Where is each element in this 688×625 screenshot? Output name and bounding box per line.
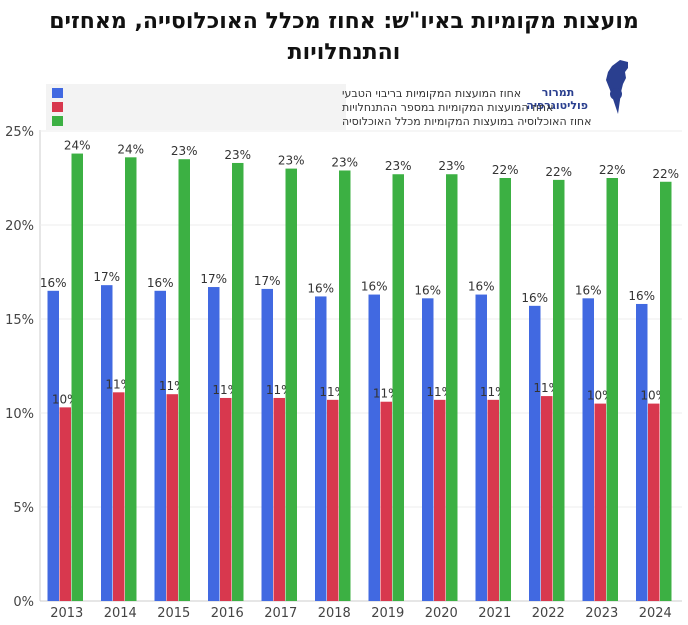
bar-green bbox=[446, 174, 458, 602]
y-tick-label: 15% bbox=[5, 313, 34, 328]
bar-red bbox=[380, 401, 392, 601]
bar-red bbox=[113, 392, 125, 601]
data-label: 17% bbox=[254, 274, 281, 288]
data-label: 16% bbox=[628, 289, 655, 303]
bar-red bbox=[541, 396, 553, 601]
bar-blue bbox=[101, 285, 113, 601]
x-tick-label: 2023 bbox=[585, 606, 618, 621]
data-label: 16% bbox=[575, 283, 602, 297]
x-tick-label: 2018 bbox=[318, 606, 351, 621]
x-tick-label: 2013 bbox=[50, 606, 83, 621]
x-tick-label: 2019 bbox=[371, 606, 404, 621]
data-label: 16% bbox=[468, 280, 495, 294]
bar-red bbox=[594, 403, 606, 601]
x-tick-label: 2022 bbox=[532, 606, 565, 621]
data-label: 23% bbox=[224, 148, 251, 162]
data-label: 16% bbox=[414, 283, 441, 297]
data-label: 22% bbox=[492, 163, 519, 177]
bar-red bbox=[648, 403, 660, 601]
bar-blue bbox=[315, 296, 327, 601]
bar-green bbox=[285, 168, 297, 601]
legend-box bbox=[46, 84, 346, 130]
bar-green bbox=[232, 162, 244, 601]
logo-line1: תמרור bbox=[541, 86, 575, 99]
data-label: 16% bbox=[361, 280, 388, 294]
data-label: 16% bbox=[147, 276, 174, 290]
x-tick-label: 2015 bbox=[157, 606, 190, 621]
data-label: 23% bbox=[438, 159, 465, 173]
data-label: 16% bbox=[307, 281, 334, 295]
bar-green bbox=[499, 178, 511, 601]
legend-swatch bbox=[52, 102, 63, 112]
legend-swatch bbox=[52, 116, 63, 126]
x-tick-label: 2017 bbox=[264, 606, 297, 621]
y-tick-label: 5% bbox=[13, 501, 34, 516]
data-label: 24% bbox=[117, 142, 144, 156]
data-label: 23% bbox=[278, 154, 305, 168]
bar-red bbox=[273, 397, 285, 601]
legend-label: אחוז המועצות המקומיות בריבוי הטבעי bbox=[342, 87, 521, 100]
data-label: 23% bbox=[171, 144, 198, 158]
x-tick-label: 2014 bbox=[104, 606, 137, 621]
bar-green bbox=[125, 157, 137, 601]
x-tick-label: 2021 bbox=[478, 606, 511, 621]
bar-red bbox=[220, 397, 232, 601]
bar-blue bbox=[475, 294, 487, 601]
bar-red bbox=[487, 399, 499, 601]
data-label: 24% bbox=[64, 139, 91, 153]
bar-red bbox=[434, 399, 446, 601]
y-tick-label: 0% bbox=[13, 595, 34, 610]
data-label: 17% bbox=[93, 270, 120, 284]
bar-green bbox=[71, 153, 83, 601]
bar-blue bbox=[154, 290, 166, 601]
bar-red bbox=[327, 399, 339, 601]
legend-label: אחוז המועצות המקומיות במספר ההתנחלויות bbox=[342, 101, 553, 114]
bar-blue bbox=[368, 294, 380, 601]
data-label: 16% bbox=[40, 276, 67, 290]
y-tick-label: 25% bbox=[5, 125, 34, 140]
y-tick-label: 10% bbox=[5, 407, 34, 422]
x-tick-label: 2016 bbox=[211, 606, 244, 621]
x-tick-label: 2024 bbox=[639, 606, 672, 621]
bar-blue bbox=[529, 305, 541, 601]
bar-green bbox=[660, 181, 672, 601]
bar-blue bbox=[261, 288, 273, 601]
data-label: 22% bbox=[599, 163, 626, 177]
bar-blue bbox=[582, 298, 594, 601]
logo: תמרור פוליטוגרפיה bbox=[526, 58, 638, 116]
bar-green bbox=[606, 178, 618, 601]
bar-green bbox=[178, 159, 190, 601]
legend-label: אחוז האוכלוסיה במועצות המקומיות מכלל האו… bbox=[342, 115, 591, 128]
bar-blue bbox=[636, 303, 648, 601]
data-label: 23% bbox=[385, 159, 412, 173]
chart-title: מועצות מקומיות באיו"ש: אחוז מכלל האוכלוס… bbox=[49, 9, 639, 65]
bar-green bbox=[339, 170, 351, 602]
israel-map-icon bbox=[606, 60, 628, 114]
data-label: 23% bbox=[331, 155, 358, 169]
data-label: 22% bbox=[652, 167, 679, 181]
data-label: 17% bbox=[200, 272, 227, 286]
bar-green bbox=[392, 174, 404, 602]
data-label: 16% bbox=[521, 291, 548, 305]
bar-blue bbox=[47, 290, 59, 601]
bar-green bbox=[553, 179, 565, 601]
bar-blue bbox=[422, 298, 434, 601]
logo-line2: פוליטוגרפיה bbox=[526, 99, 588, 112]
y-tick-label: 20% bbox=[5, 219, 34, 234]
bar-red bbox=[59, 407, 71, 601]
legend-swatch bbox=[52, 88, 63, 98]
x-tick-label: 2020 bbox=[425, 606, 458, 621]
bar-blue bbox=[208, 287, 220, 601]
data-label: 22% bbox=[545, 165, 572, 179]
bar-red bbox=[166, 394, 178, 601]
